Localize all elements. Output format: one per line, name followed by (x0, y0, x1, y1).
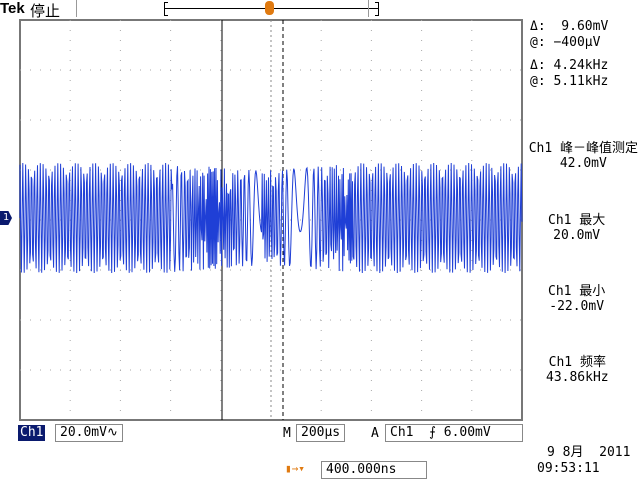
cursor-at-f: @: 5.11kHz (530, 74, 609, 89)
divider (76, 0, 77, 17)
trigger-settings[interactable]: Ch1 ⨍ 6.00mV (385, 424, 523, 442)
measurement-freq: Ch1 频率 43.86kHz (546, 355, 609, 385)
record-view-bracket-left (164, 2, 168, 16)
measurement-value: 42.0mV (559, 156, 607, 171)
cursor-delta-f: Δ: 4.24kHz (530, 58, 609, 73)
measurement-label: Ch1 最小 (548, 284, 606, 299)
volts-per-div[interactable]: 20.0mV∿ (55, 424, 123, 442)
date: 9 8月 2011 (547, 445, 631, 460)
ch1-waveform (19, 162, 523, 274)
measurement-label: Ch1 频率 (548, 355, 606, 370)
measurement-max: Ch1 最大 20.0mV (548, 213, 605, 243)
rising-edge-icon: ⨍ (429, 425, 436, 440)
measurement-pk-pk: Ch1 峰－峰值测定 42.0mV (529, 141, 638, 171)
measurement-label: Ch1 最大 (548, 213, 606, 228)
channel-marker-label: 1 (2, 212, 10, 223)
trigger-level: 6.00mV (443, 425, 491, 440)
trigger-label: A (371, 426, 379, 441)
divider (368, 0, 369, 17)
channel-1-marker[interactable]: 1 (0, 211, 12, 225)
measurement-label: Ch1 峰－峰值测定 (528, 141, 638, 156)
channel-1-badge[interactable]: Ch1 (18, 425, 46, 441)
measurement-min: Ch1 最小 -22.0mV (548, 284, 605, 314)
acquisition-status: 停止 (30, 2, 61, 20)
measurement-value: -22.0mV (549, 299, 605, 314)
measurement-value: 43.86kHz (546, 370, 609, 385)
trigger-offset-icon: ▮→▾ (285, 462, 305, 475)
trigger-position-icon[interactable] (265, 1, 274, 15)
trigger-source: Ch1 (390, 425, 414, 440)
time: 09:53:11 (537, 461, 600, 476)
trigger-position[interactable]: 400.000ns (321, 461, 427, 479)
brand-logo: Tek (0, 0, 25, 17)
cursor-delta-v: Δ: 9.60mV (530, 19, 609, 34)
measurement-value: 20.0mV (553, 228, 601, 243)
main-timebase-label: M (283, 426, 291, 441)
record-view-bracket-right (375, 2, 379, 16)
cursor-at-v: @: −400µV (530, 35, 601, 50)
time-per-div[interactable]: 200µs (296, 424, 346, 442)
